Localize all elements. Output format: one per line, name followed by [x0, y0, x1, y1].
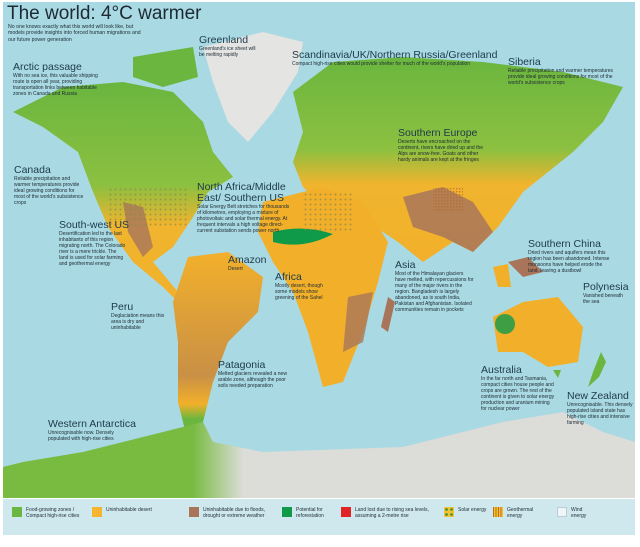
legend-swatch: [341, 507, 351, 517]
wind-energy-icon: [557, 507, 567, 517]
legend-food-growing: Food-growing zones / Compact high-rise c…: [12, 507, 92, 519]
geothermal-energy-icon: [493, 507, 503, 517]
map-legend: Food-growing zones / Compact high-rise c…: [3, 499, 635, 535]
region-southern-europe: Southern Europe Deserts have encroached o…: [398, 127, 484, 164]
solar-energy-icon: [444, 507, 454, 517]
region-polynesia: Polynesia Vanished beneath the sea: [583, 281, 629, 306]
legend-desert: Uninhabitable desert: [92, 507, 152, 517]
legend-swatch: [282, 507, 292, 517]
region-western-antarctica: Western Antarctica Unrecognisable now. De…: [48, 418, 136, 443]
legend-solar: Solar energy: [444, 507, 494, 517]
legend-swatch: [189, 507, 199, 517]
south-america: [173, 252, 263, 442]
world-map: The world: 4°C warmer No one knows exact…: [3, 2, 635, 498]
region-north-africa-middle-east: North Africa/Middle East/ Southern US Sol…: [197, 181, 290, 235]
region-southern-china: Southern China Dried rivers and aquifers …: [528, 238, 610, 275]
new-zealand: [588, 352, 606, 387]
region-greenland: Greenland Greenland's ice sheet will be m…: [199, 34, 256, 59]
greenland: [203, 32, 303, 142]
page-title: The world: 4°C warmer: [7, 3, 202, 24]
region-amazon: Amazon Desert: [228, 254, 267, 273]
region-scandinavia: Scandinavia/UK/Northern Russia/Greenland…: [292, 49, 498, 68]
region-australia: Australia In the far north and Tasmania, …: [481, 364, 555, 413]
legend-geothermal: Geothermal energy: [493, 507, 543, 519]
legend-reforestation: Potential for reforestation: [282, 507, 337, 519]
australia: [493, 297, 583, 367]
legend-floods: Uninhabitable due to floods, drought or …: [189, 507, 279, 519]
region-canada: Canada Reliable precipitation and warmer …: [14, 164, 84, 207]
legend-swatch: [92, 507, 102, 517]
region-siberia: Siberia Reliable precipitation and warmer…: [508, 56, 614, 87]
antarctica: [3, 412, 635, 498]
region-asia: Asia Most of the Himalayan glaciers have …: [395, 259, 474, 314]
region-peru: Peru Deglaciation means this area is dry …: [111, 301, 165, 332]
region-new-zealand: New Zealand Unrecognisable. This densely …: [567, 390, 633, 427]
region-south-west-us: South-west US Desertification led to the …: [59, 219, 130, 268]
eurasia: [293, 57, 623, 262]
page-subtitle: No one knows exactly what this world wil…: [8, 24, 141, 43]
map-landmasses: [3, 32, 635, 498]
legend-sea-level: Land lost due to rising sea levels, assu…: [341, 507, 436, 519]
legend-swatch: [12, 507, 22, 517]
region-africa: Africa Mostly desert, though some models …: [275, 271, 323, 302]
region-patagonia: Patagonia Melted glaciers revealed a new …: [218, 359, 287, 390]
legend-wind: Wind energy: [557, 507, 597, 519]
region-arctic-passage: Arctic passage With no sea ice, this valu…: [13, 61, 98, 98]
